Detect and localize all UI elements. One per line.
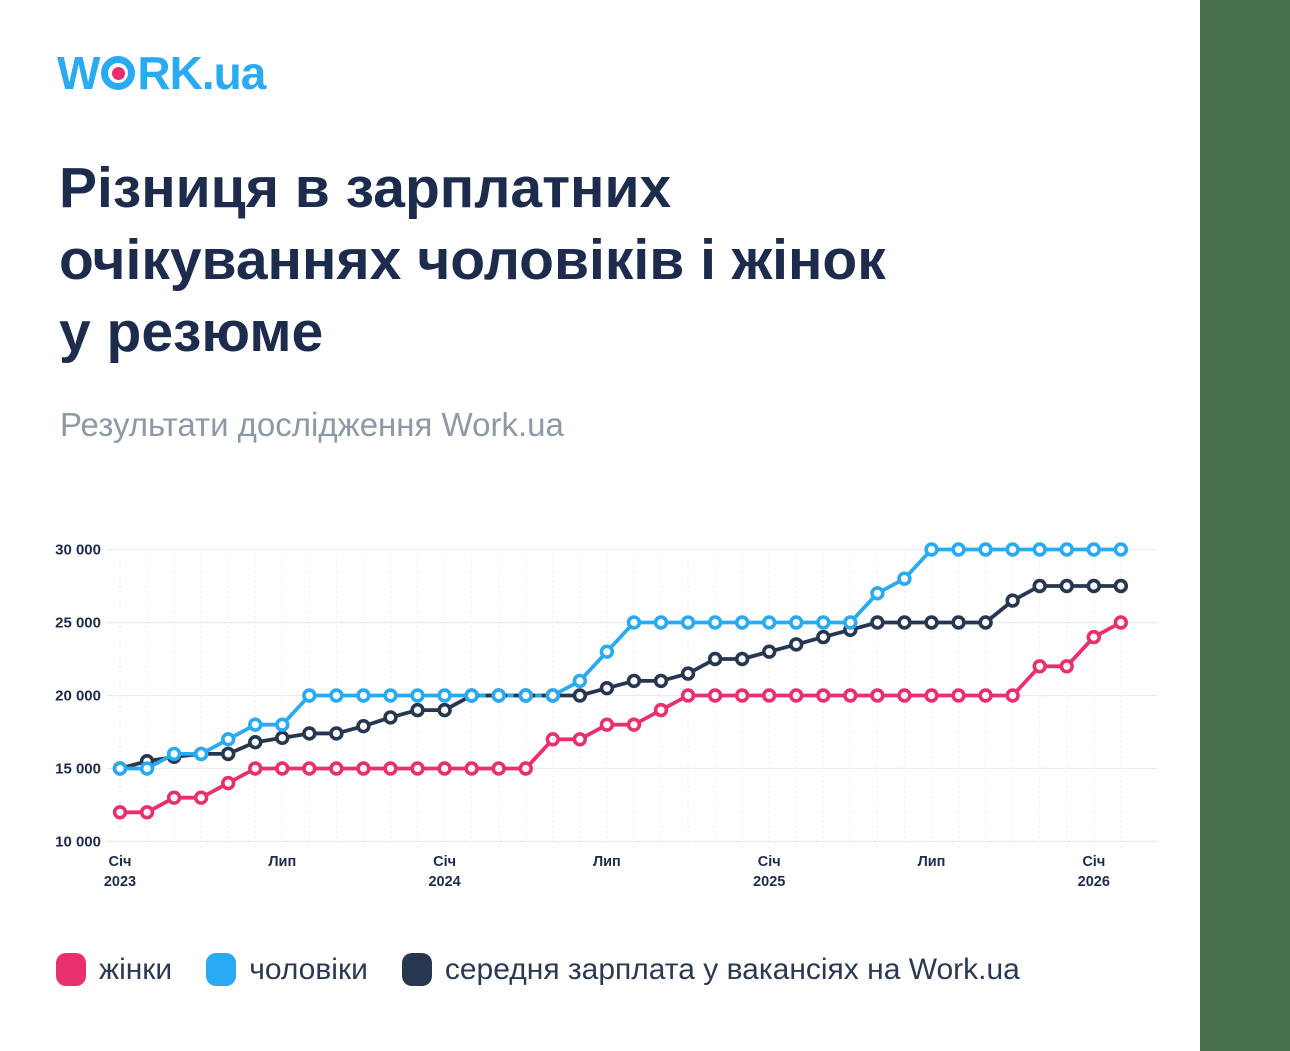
chart-legend: жінки чоловіки середня зарплата у ваканс… — [56, 953, 1020, 986]
legend-swatch-men — [206, 953, 237, 986]
svg-text:2025: 2025 — [753, 874, 785, 890]
legend-label-average: середня зарплата у вакансіях на Work.ua — [444, 952, 1020, 986]
svg-text:15 000: 15 000 — [55, 761, 101, 778]
logo-text-w: W — [57, 47, 100, 99]
svg-text:2026: 2026 — [1078, 874, 1110, 890]
svg-text:25 000: 25 000 — [55, 615, 101, 632]
svg-text:10 000: 10 000 — [55, 834, 101, 851]
legend-swatch-average — [401, 953, 432, 986]
page-title-line-3: у резюме — [59, 300, 324, 364]
svg-text:Лип: Лип — [593, 854, 621, 870]
logo-text-ua: .ua — [201, 47, 266, 99]
svg-text:Лип: Лип — [268, 854, 296, 870]
svg-text:Січ: Січ — [1082, 854, 1105, 870]
legend-label-women: жінки — [99, 952, 173, 986]
svg-text:Січ: Січ — [109, 854, 132, 870]
side-accent-bar — [1200, 0, 1290, 1051]
svg-text:2023: 2023 — [104, 874, 136, 890]
svg-text:30 000: 30 000 — [55, 542, 101, 559]
logo-o-ring — [101, 56, 136, 90]
legend-item-men: чоловіки — [206, 953, 368, 986]
page-title-line-2: очікуваннях чоловіків і жінок — [59, 228, 886, 292]
salary-line-chart: 10 000 15 000 20 000 25 000 30 000 Січ 2023 Лип… — [35, 522, 1165, 902]
svg-text:20 000: 20 000 — [55, 688, 101, 705]
logo-o-dot — [111, 66, 125, 80]
legend-item-women: жінки — [56, 953, 172, 986]
legend-label-men: чоловіки — [249, 952, 368, 986]
page-title-line-1: Різниця в зарплатних — [59, 156, 672, 220]
logo-text-rk: RK — [137, 47, 202, 99]
svg-text:Січ: Січ — [433, 854, 456, 870]
svg-text:2024: 2024 — [428, 874, 460, 890]
svg-text:Січ: Січ — [758, 854, 781, 870]
workua-logo: W RK .ua — [57, 47, 266, 99]
svg-text:Лип: Лип — [918, 854, 946, 870]
legend-item-average: середня зарплата у вакансіях на Work.ua — [401, 952, 1020, 986]
legend-swatch-women — [56, 953, 86, 986]
page-subtitle: Результати дослідження Work.ua — [60, 406, 564, 443]
chart-canvas: 10 000 15 000 20 000 25 000 30 000 Січ 2023 Лип… — [55, 542, 1157, 890]
page-title: Різниця в зарплатних очікуваннях чоловік… — [59, 152, 1139, 368]
